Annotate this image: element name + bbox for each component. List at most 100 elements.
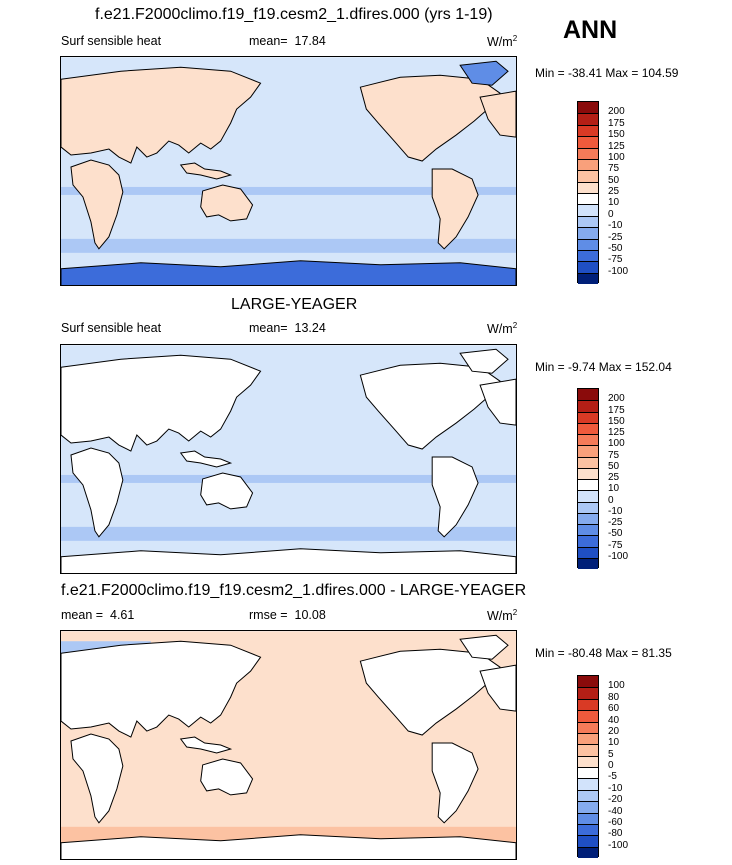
panel1-mean-value: 17.84 xyxy=(294,34,326,48)
colorbar-tick-label: -5 xyxy=(608,771,617,783)
panel3-map xyxy=(60,630,517,860)
colorbar-tick-label: 125 xyxy=(608,427,625,438)
continent-eurasia xyxy=(61,640,262,738)
colorbar-swatch xyxy=(578,158,598,171)
colorbar-swatch xyxy=(578,249,598,262)
colorbar-tick-label: 80 xyxy=(608,691,620,703)
continent-south-america xyxy=(431,456,479,538)
continent-africa xyxy=(70,447,124,538)
colorbar-swatch xyxy=(578,411,598,423)
continent-africa xyxy=(70,733,124,824)
colorbar-tick-label: -10 xyxy=(608,782,623,794)
continent-south-america xyxy=(431,742,479,824)
panel3-rmse-value: 10.08 xyxy=(294,608,326,622)
colorbar-swatch xyxy=(578,445,598,457)
panel3-rmse-label: rmse = xyxy=(249,608,288,622)
subtropical-band xyxy=(61,474,516,483)
colorbar-swatch xyxy=(578,721,598,733)
panel3-minmax: Min = -80.48 Max = 81.35 xyxy=(535,646,672,660)
continent-antarctica xyxy=(61,834,516,859)
colorbar-tick-label: 50 xyxy=(608,174,620,186)
colorbar-swatch xyxy=(578,557,598,569)
season-label: ANN xyxy=(563,16,618,44)
subtropical-band xyxy=(61,186,516,195)
colorbar-swatch xyxy=(578,215,598,228)
continent-greenland xyxy=(459,60,509,86)
continent-europe-west xyxy=(479,378,516,426)
colorbar-swatch xyxy=(578,812,598,824)
colorbar-tick-label: -20 xyxy=(608,794,623,806)
continent-eurasia xyxy=(61,354,262,452)
colorbar-tick-label: 10 xyxy=(608,483,620,495)
continent-antarctica xyxy=(61,260,516,285)
colorbar-tick-label: 0 xyxy=(608,208,614,220)
colorbar-swatch xyxy=(578,755,598,767)
colorbar-swatch xyxy=(578,238,598,250)
panel1-mean-label: mean= xyxy=(249,34,288,48)
colorbar-tick-label: 0 xyxy=(608,494,614,506)
continent-north-america xyxy=(359,362,501,450)
colorbar-swatch xyxy=(578,456,598,468)
continent-antarctica xyxy=(61,548,516,573)
colorbar-tick-label: 75 xyxy=(608,163,620,175)
colorbar-tick-label: -50 xyxy=(608,242,623,254)
colorbar-tick-label: -80 xyxy=(608,828,623,840)
colorbar-swatch xyxy=(578,778,598,790)
colorbar-swatch xyxy=(578,835,598,847)
colorbar-swatch xyxy=(578,204,598,216)
colorbar-swatch xyxy=(578,524,598,536)
map-plot xyxy=(61,57,516,285)
colorbar-swatch xyxy=(578,479,598,491)
continent-indonesia xyxy=(179,450,233,468)
continent-europe-west xyxy=(479,90,516,138)
colorbar-swatch xyxy=(578,546,598,558)
colorbar-tick-label: 175 xyxy=(608,117,625,129)
panel1-title: f.e21.F2000climo.f19_f19.cesm2_1.dfires.… xyxy=(95,6,493,23)
panel3-colorbar xyxy=(577,675,599,858)
colorbar-tick-label: 40 xyxy=(608,714,620,726)
colorbar-tick-label: 20 xyxy=(608,725,620,737)
panel1-map xyxy=(60,56,517,286)
continent-europe-west xyxy=(479,664,516,712)
colorbar-swatch xyxy=(578,193,598,205)
continent-australia xyxy=(200,472,254,510)
colorbar-tick-label: 200 xyxy=(608,106,625,118)
colorbar-swatch xyxy=(578,490,598,502)
panel3-mean-value: 4.61 xyxy=(110,608,135,622)
continent-australia xyxy=(200,184,254,222)
colorbar-tick-label: 150 xyxy=(608,415,625,427)
continent-africa xyxy=(70,159,124,250)
colorbar-swatch xyxy=(578,501,598,513)
colorbar-tick-label: 125 xyxy=(608,140,625,152)
colorbar-swatch xyxy=(578,535,598,547)
panel2-units-exp: 2 xyxy=(512,321,518,330)
colorbar-swatch xyxy=(578,698,598,711)
colorbar-tick-label: -10 xyxy=(608,505,623,517)
southern-ocean-band xyxy=(61,526,516,541)
panel3-units: W/m2 xyxy=(487,608,517,623)
panel1-units-exp: 2 xyxy=(512,34,518,43)
map-plot xyxy=(61,631,516,859)
panel3-mean: mean = 4.61 xyxy=(61,608,134,622)
colorbar-swatch xyxy=(578,823,598,836)
colorbar-swatch xyxy=(578,136,598,148)
colorbar-swatch xyxy=(578,272,598,284)
colorbar-swatch xyxy=(578,261,598,273)
continent-greenland xyxy=(459,348,509,374)
colorbar-swatch xyxy=(578,512,598,524)
colorbar-swatch xyxy=(578,102,598,114)
colorbar-tick-label: 175 xyxy=(608,404,625,416)
continent-north-america xyxy=(359,74,501,162)
colorbar-swatch xyxy=(578,170,598,182)
colorbar-swatch xyxy=(578,400,598,412)
panel2-mean-value: 13.24 xyxy=(294,321,326,335)
colorbar-tick-label: -50 xyxy=(608,528,623,540)
colorbar-swatch xyxy=(578,181,598,193)
panel1-variable: Surf sensible heat xyxy=(61,34,162,48)
colorbar-swatch xyxy=(578,147,598,159)
continent-greenland xyxy=(459,634,509,660)
panel3-mean-label: mean = xyxy=(61,608,104,622)
colorbar-tick-label: -100 xyxy=(608,839,629,851)
colorbar-tick-label: 50 xyxy=(608,460,620,472)
panel2-colorbar xyxy=(577,388,599,569)
